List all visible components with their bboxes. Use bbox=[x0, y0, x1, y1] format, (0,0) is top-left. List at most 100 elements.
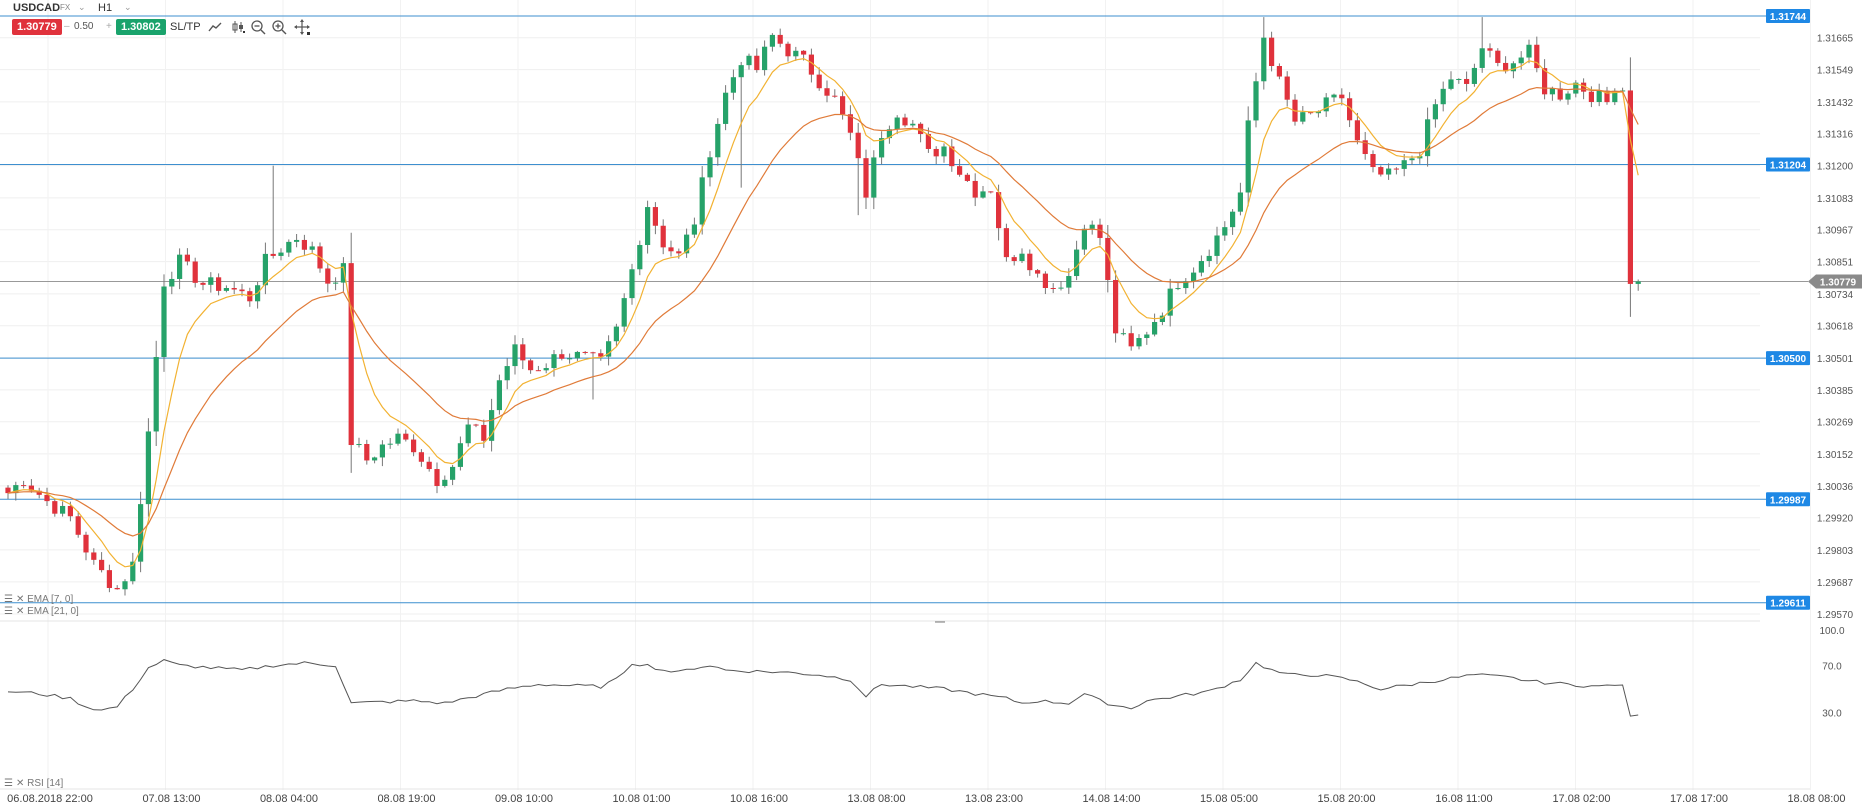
candle-bull bbox=[262, 253, 268, 286]
zoom-out-icon[interactable] bbox=[250, 19, 266, 35]
chevron-down-icon[interactable]: ⌄ bbox=[78, 2, 86, 12]
time-tick-label: 14.08 14:00 bbox=[1082, 793, 1140, 805]
price-tick-label: 1.31665 bbox=[1817, 34, 1854, 45]
level-label: 1.29987 bbox=[1770, 495, 1807, 506]
horizontal-levels[interactable] bbox=[0, 15, 1808, 604]
candle-bear bbox=[106, 570, 112, 588]
candle-bull bbox=[169, 278, 175, 287]
candle-bear bbox=[855, 132, 861, 159]
candle-bull bbox=[1167, 288, 1173, 316]
candle-bear bbox=[67, 505, 73, 517]
price-tick-label: 1.30501 bbox=[1817, 354, 1854, 365]
candle-bear bbox=[418, 452, 424, 462]
ema-slow-indicator[interactable]: ☰ ✕ EMA [21, 0] bbox=[4, 606, 79, 617]
symbol-label[interactable]: USDCAD bbox=[13, 2, 61, 14]
candle-bear bbox=[1097, 224, 1103, 238]
candle-bull bbox=[309, 246, 315, 250]
level-label-box bbox=[1766, 595, 1810, 610]
close-icon[interactable]: ✕ bbox=[15, 594, 25, 605]
candle-bull bbox=[1526, 44, 1532, 58]
crosshair-icon[interactable] bbox=[294, 19, 310, 35]
candle-bear bbox=[1347, 98, 1353, 121]
candle-bull bbox=[1612, 90, 1618, 103]
candle-bear bbox=[1495, 50, 1501, 63]
time-tick-label: 06.08.2018 22:00 bbox=[7, 793, 93, 805]
candle-bear bbox=[364, 443, 370, 461]
ema-fast-indicator[interactable]: ☰ ✕ EMA [7, 0] bbox=[4, 594, 73, 605]
candle-bull bbox=[395, 433, 401, 444]
sltp-button[interactable]: SL/TP bbox=[170, 21, 201, 33]
close-icon[interactable]: ✕ bbox=[15, 606, 25, 617]
menu-icon[interactable]: ☰ bbox=[4, 594, 13, 605]
bid-price-button[interactable]: 1.30779 bbox=[12, 19, 62, 35]
candle-bear bbox=[660, 225, 666, 248]
candle-bear bbox=[481, 424, 487, 441]
candle-bull bbox=[699, 177, 705, 225]
price-tick-label: 1.30618 bbox=[1817, 322, 1854, 333]
candle-bear bbox=[231, 288, 237, 290]
market-label: FX bbox=[60, 3, 71, 12]
price-tick-label: 1.30385 bbox=[1817, 386, 1854, 397]
ask-price-button[interactable]: 1.30802 bbox=[116, 19, 166, 35]
candle-bull bbox=[723, 92, 729, 124]
candle-bear bbox=[1378, 167, 1384, 175]
candle-bull bbox=[871, 157, 877, 198]
chevron-down-icon[interactable]: ⌄ bbox=[124, 2, 132, 12]
candle-bear bbox=[1128, 333, 1134, 347]
candle-bear bbox=[535, 370, 541, 372]
candle-bear bbox=[824, 88, 830, 96]
time-tick-label: 08.08 04:00 bbox=[260, 793, 318, 805]
time-axis: 06.08.2018 22:00 07.08 13:00 08.08 04:00 08… bbox=[0, 788, 1846, 805]
candle-bull bbox=[1214, 235, 1220, 256]
price-axis: 1.31665 1.31549 1.31432 1.31316 1.31200 1.310… bbox=[1766, 34, 1862, 621]
candle-bull bbox=[1058, 287, 1064, 289]
candle-bull bbox=[208, 277, 214, 285]
level-label-box bbox=[1766, 9, 1810, 23]
price-tick-label: 1.30851 bbox=[1817, 258, 1854, 269]
candle-bull bbox=[1074, 249, 1080, 277]
level-label: 1.30500 bbox=[1770, 354, 1807, 365]
candle-bull bbox=[1245, 120, 1251, 193]
ema-slow-line bbox=[7, 86, 1639, 537]
line-tool-icon[interactable] bbox=[207, 19, 223, 35]
ema-fast-line bbox=[7, 57, 1639, 568]
level-labels: 1.31744 1.31204 1.30500 1.29987 1.29611 bbox=[1766, 9, 1810, 610]
candle-bull bbox=[1081, 228, 1087, 250]
rsi-indicator[interactable]: ☰ ✕ RSI [14] bbox=[4, 778, 63, 789]
spread-value: 0.50 bbox=[74, 21, 94, 32]
chart-toolbar: USDCAD FX ⌄ H1 ⌄ 1.30779 – 0.50 + 1.3080… bbox=[0, 0, 340, 40]
candle-bear bbox=[1011, 257, 1017, 262]
candle-bull bbox=[730, 77, 736, 93]
current-price-label: 1.30779 bbox=[1820, 277, 1857, 288]
candle-bear bbox=[559, 354, 565, 359]
candle-bear bbox=[44, 494, 50, 502]
close-icon[interactable]: ✕ bbox=[15, 778, 25, 789]
price-tick-label: 1.31549 bbox=[1817, 66, 1854, 77]
candle-bear bbox=[1308, 112, 1314, 114]
candle-bull bbox=[1261, 37, 1267, 82]
candle-bull bbox=[645, 207, 651, 246]
candle-type-icon[interactable] bbox=[230, 19, 246, 35]
candle-bull bbox=[512, 344, 518, 367]
candle-bear bbox=[1534, 44, 1540, 69]
ema-lines bbox=[7, 57, 1639, 568]
menu-icon[interactable]: ☰ bbox=[4, 606, 13, 617]
timeframe-selector[interactable]: H1 bbox=[98, 2, 113, 14]
candle-bull bbox=[1222, 227, 1228, 236]
candle-bear bbox=[902, 117, 908, 126]
candle-bear bbox=[925, 134, 931, 149]
candle-bear bbox=[325, 268, 331, 284]
candle-bear bbox=[590, 352, 596, 354]
candle-bull bbox=[1206, 255, 1212, 262]
candle-bear bbox=[816, 74, 822, 89]
menu-icon[interactable]: ☰ bbox=[4, 778, 13, 789]
candle-bull bbox=[1300, 112, 1306, 122]
zoom-in-icon[interactable] bbox=[271, 19, 287, 35]
candle-bull bbox=[1401, 160, 1407, 169]
price-tick-label: 1.30152 bbox=[1817, 450, 1854, 461]
candle-bear bbox=[754, 55, 760, 71]
candle-bear bbox=[777, 34, 783, 44]
candle-bear bbox=[988, 191, 994, 193]
candle-bull bbox=[1253, 81, 1259, 121]
